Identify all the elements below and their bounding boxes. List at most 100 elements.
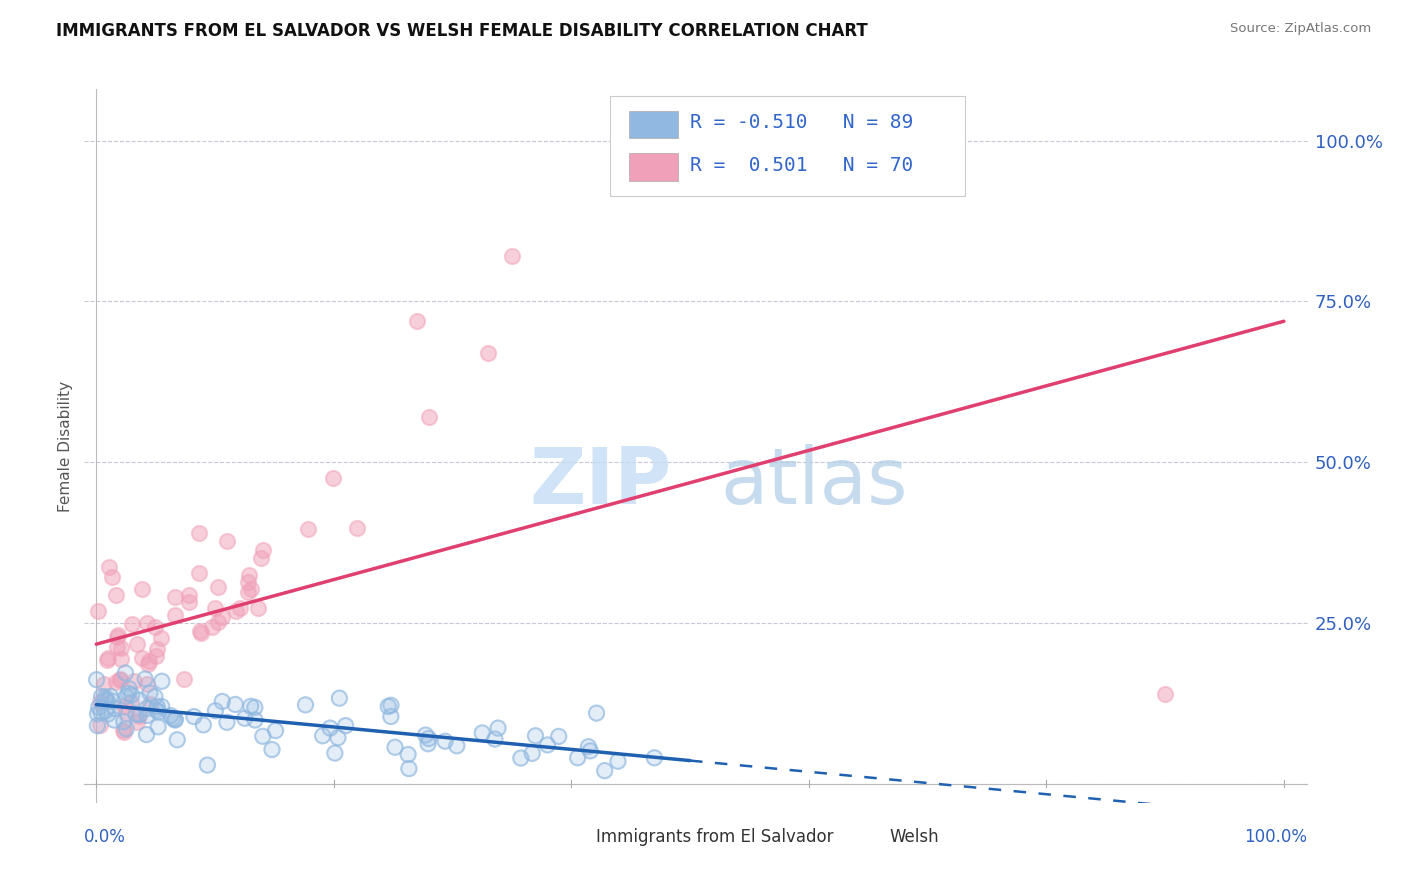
Point <box>188 526 211 541</box>
Point <box>211 610 233 624</box>
Point <box>398 762 420 776</box>
Point <box>114 665 136 680</box>
Point <box>90 690 112 704</box>
Point <box>335 719 357 733</box>
Point <box>522 747 544 761</box>
Point <box>322 471 344 485</box>
Point <box>188 624 211 638</box>
Point <box>115 722 138 736</box>
Text: 100.0%: 100.0% <box>1244 828 1308 846</box>
Point <box>145 649 167 664</box>
Point <box>224 698 246 712</box>
Y-axis label: Female Disability: Female Disability <box>58 380 73 512</box>
Point <box>415 728 437 742</box>
Point <box>471 726 494 740</box>
Point <box>380 709 402 723</box>
Text: R =  0.501   N = 70: R = 0.501 N = 70 <box>690 156 912 175</box>
Point <box>159 708 181 723</box>
Point <box>162 711 184 725</box>
Point <box>233 711 256 725</box>
Point <box>547 730 569 744</box>
Point <box>104 701 127 715</box>
Point <box>94 704 117 718</box>
Point <box>250 551 273 566</box>
Point <box>110 640 132 655</box>
Point <box>139 686 162 700</box>
Point <box>396 747 419 762</box>
Point <box>86 706 108 721</box>
Point <box>134 672 156 686</box>
Point <box>238 568 260 582</box>
Point <box>101 694 124 708</box>
Point <box>190 625 212 640</box>
Point <box>128 693 150 707</box>
Point <box>193 718 215 732</box>
Point <box>416 737 439 751</box>
Point <box>136 708 159 723</box>
Point <box>105 640 128 654</box>
Point <box>150 674 173 689</box>
Point <box>201 620 224 634</box>
Point <box>143 620 166 634</box>
Point <box>328 691 350 706</box>
Point <box>166 732 188 747</box>
Point <box>150 699 173 714</box>
Point <box>260 742 283 756</box>
Point <box>204 704 226 718</box>
Point <box>239 699 262 714</box>
Point <box>606 754 628 768</box>
Point <box>135 728 157 742</box>
Point <box>377 699 399 714</box>
Point <box>146 699 169 714</box>
Point <box>264 723 287 738</box>
Point <box>323 746 346 760</box>
Point <box>311 729 333 743</box>
Point <box>522 747 544 761</box>
Point <box>103 713 125 727</box>
Point <box>486 721 509 735</box>
Point <box>87 700 110 714</box>
Point <box>148 705 170 719</box>
Point <box>162 711 184 725</box>
Point <box>294 698 316 712</box>
Point <box>94 704 117 718</box>
Point <box>328 691 350 706</box>
Point <box>118 681 141 696</box>
Point <box>94 692 117 706</box>
Point <box>509 751 531 765</box>
Point <box>146 720 169 734</box>
Point <box>297 522 319 536</box>
Point <box>193 718 215 732</box>
Point <box>104 701 127 715</box>
Point <box>118 681 141 696</box>
Point <box>97 706 120 721</box>
Point <box>94 692 117 706</box>
FancyBboxPatch shape <box>550 828 588 847</box>
Point <box>215 715 238 730</box>
Point <box>484 732 506 747</box>
Point <box>114 665 136 680</box>
Point <box>108 673 131 687</box>
Point <box>211 694 233 708</box>
Point <box>128 707 150 722</box>
Point <box>135 676 157 690</box>
Point <box>112 699 135 714</box>
Point <box>112 723 135 737</box>
Point <box>90 706 112 720</box>
Point <box>471 726 494 740</box>
Point <box>585 706 607 720</box>
Point <box>207 615 229 629</box>
Point <box>128 707 150 722</box>
Point <box>326 731 349 745</box>
Point <box>121 688 143 702</box>
Point <box>486 721 509 735</box>
Point <box>97 706 120 721</box>
Point <box>136 708 159 723</box>
Point <box>89 695 111 709</box>
Point <box>643 751 665 765</box>
Point <box>593 764 616 778</box>
Point <box>121 616 143 631</box>
Point <box>243 713 266 727</box>
Point <box>112 714 135 729</box>
Point <box>125 636 148 650</box>
